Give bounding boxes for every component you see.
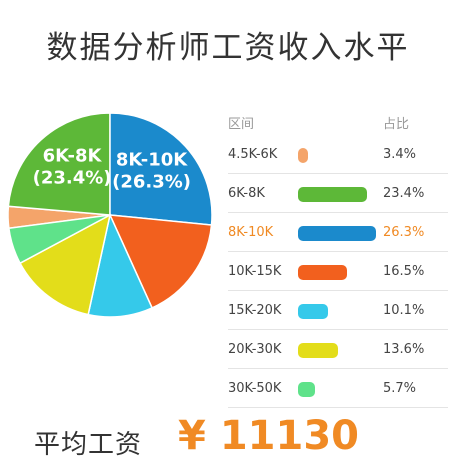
legend-row: 8K-10K 26.3% — [228, 213, 448, 252]
table-header-range: 区间 — [228, 117, 255, 132]
legend-divider — [228, 251, 448, 252]
legend-divider — [228, 329, 448, 330]
legend-row: 20K-30K 13.6% — [228, 330, 448, 369]
legend-range-label: 8K-10K — [228, 225, 274, 240]
legend-row: 4.5K-6K 3.4% — [228, 135, 448, 174]
pie-label-8k-10k-range: 8K-10K — [116, 149, 188, 170]
currency-symbol: ¥ — [178, 413, 206, 459]
legend-percent: 23.4% — [383, 186, 425, 201]
legend-divider — [228, 173, 448, 174]
chart-title: 数据分析师工资收入水平 — [46, 30, 410, 66]
legend-percent: 10.1% — [383, 303, 425, 318]
pie-label-6k-8k-pct: (23.4%) — [33, 168, 112, 189]
legend-row: 30K-50K 5.7% — [228, 369, 448, 408]
pie-slice-20k-30k — [19, 213, 112, 316]
pie-slice-6k-8k — [7, 112, 111, 216]
average-salary-value: ¥11130 — [178, 413, 359, 459]
legend-row: 10K-15K 16.5% — [228, 252, 448, 291]
legend-bar — [298, 343, 339, 358]
pie-slice-10k-15k — [108, 214, 213, 309]
legend-percent: 3.4% — [383, 147, 417, 162]
pie-label-8k-10k-pct: (26.3%) — [112, 171, 191, 192]
legend-divider — [228, 212, 448, 213]
legend-range-label: 30K-50K — [228, 381, 282, 396]
table-header-share: 占比 — [383, 117, 410, 132]
legend-range-label: 10K-15K — [228, 264, 282, 279]
legend-percent: 13.6% — [383, 342, 425, 357]
legend-range-label: 4.5K-6K — [228, 147, 278, 162]
legend-range-label: 6K-8K — [228, 186, 265, 201]
legend-percent: 5.7% — [383, 381, 417, 396]
legend-bar — [298, 226, 376, 241]
legend-divider — [228, 368, 448, 369]
legend-row: 6K-8K 23.4% — [228, 174, 448, 213]
legend-bar — [298, 265, 347, 280]
legend-divider — [228, 407, 448, 408]
legend-percent: 16.5% — [383, 264, 425, 279]
legend-bar — [298, 304, 328, 319]
pie-slice-8k-10k — [109, 112, 213, 226]
legend-row: 15K-20K 10.1% — [228, 291, 448, 330]
average-salary-label: 平均工资 — [34, 430, 143, 460]
legend-percent: 26.3% — [383, 225, 425, 240]
legend-bar — [298, 148, 309, 163]
average-salary-number: 11130 — [219, 413, 360, 459]
legend-divider — [228, 290, 448, 291]
pie-slice-30k-50k — [8, 214, 111, 265]
legend-bar — [298, 382, 315, 397]
pie-label-6k-8k-range: 6K-8K — [43, 146, 103, 167]
legend-bar — [298, 187, 368, 202]
legend-range-label: 20K-30K — [228, 342, 282, 357]
legend-range-label: 15K-20K — [228, 303, 282, 318]
